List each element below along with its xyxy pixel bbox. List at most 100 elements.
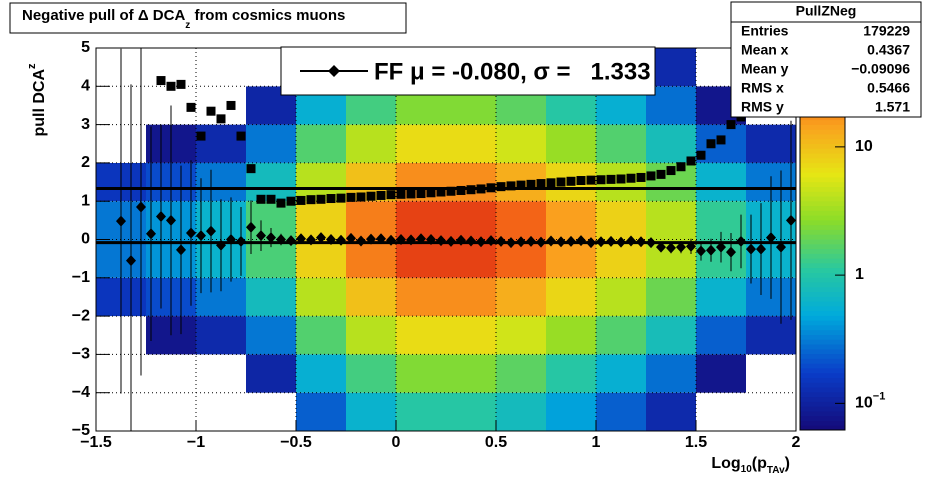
x-axis-label: Log10(pTAv) [711,455,790,475]
color-bar-step [800,191,845,197]
sigma-point [316,194,326,204]
stats-label: RMS x [741,80,784,96]
heat-cell [246,354,296,393]
heat-cell [396,239,446,278]
color-bar-step [800,310,845,316]
color-bar-step [800,296,845,302]
y-tick-label: −2 [72,307,90,324]
heat-cell [296,239,346,278]
sigma-point [296,195,306,205]
stats-label: Mean y [741,61,789,77]
heat-cell [246,392,296,431]
color-bar-step [800,129,845,135]
mean-point [266,232,276,244]
color-bar-step [800,186,845,192]
heat-cell [446,277,496,317]
mean-point [596,236,606,248]
heat-cell [296,392,346,431]
mean-point [116,215,126,227]
heat-cell [696,316,746,355]
mean-point [306,234,316,246]
stats-box [730,1,922,118]
mean-point [176,244,186,256]
mean-point [316,232,326,244]
title-rest: from cosmics muons [190,7,345,24]
xlabel-sub: 10 [741,464,753,475]
heat-cell [596,124,646,163]
color-bar-step [800,344,845,350]
color-bar-step [800,415,845,421]
color-bar-step [800,396,845,402]
color-bar-step [800,148,845,154]
sigma-point [546,178,556,188]
color-bar-step [800,391,845,398]
y-tick-label: 0 [81,231,90,248]
sigma-point [686,156,696,166]
sigma-point [266,194,276,204]
sigma-point [376,190,386,200]
heat-cell [196,162,246,202]
sigma-point [716,135,726,145]
color-bar-step [800,119,845,125]
heat-cell [246,316,296,355]
color-bar-step [800,219,845,226]
mean-point [476,236,486,248]
sigma-point [326,194,336,204]
mean-point [576,235,586,247]
mean-point [346,232,356,244]
color-bar-step [800,234,845,240]
mean-point [496,235,506,247]
axes: −1.5 −1 −0.5 0 0.5 1 1.5 2 −5 −4 −3 −2 −1 0 1 2 3 4 5 [72,39,801,451]
chart-title: Negative pull of Δ DCAz from cosmics muo… [22,7,345,31]
color-bar-step [800,248,845,254]
color-bar-step [800,348,845,355]
heat-cell [496,201,546,240]
x-tick-label: 1.5 [685,434,707,451]
sigma-point [196,131,206,141]
mean-point [756,243,766,255]
heat-cell [696,354,746,393]
color-bar-step [800,124,845,130]
mean-point [416,233,426,245]
y-tick-label: 4 [81,78,90,95]
y-tick-label: 5 [81,39,90,56]
color-bar-step [800,353,845,359]
heat-cell [746,316,796,355]
mean-point [296,233,306,245]
sigma-point [496,182,506,192]
heat-cell [646,277,696,317]
mean-point [246,221,256,233]
mean-point [786,214,796,226]
color-bar-step [800,239,845,245]
x-tick-label: 0.5 [485,434,507,451]
sigma-point [486,183,496,193]
heat-cell [696,392,746,431]
stats-label: Mean x [741,42,789,58]
mean-point [396,234,406,245]
sigma-point [216,114,226,124]
x-tick-label: 2 [792,434,801,451]
color-bar-step [800,277,845,283]
color-bar-step [800,253,845,259]
heat-cell [696,277,746,317]
heat-cell [496,354,546,393]
mean-point [606,235,616,247]
title-main: Negative pull of Δ DCA [22,7,185,24]
sigma-point [346,192,356,202]
heat-cell [396,201,446,240]
x-tick-label: 0 [392,434,401,451]
mean-point [456,234,466,246]
heat-cell [346,277,396,317]
heat-cell [646,354,696,393]
heat-cell [546,316,596,355]
legend-label: FF μ = -0.080, σ = 1.333 [374,58,651,85]
color-bar-step [800,358,845,364]
heat-cell [646,316,696,355]
sigma-point [356,192,366,202]
z-tick-base: 10 [855,138,873,155]
color-bar-step [800,406,845,412]
sigma-point [556,177,566,187]
heat-cell [546,392,596,431]
mean-point [746,243,756,255]
color-bar-step [800,215,845,221]
